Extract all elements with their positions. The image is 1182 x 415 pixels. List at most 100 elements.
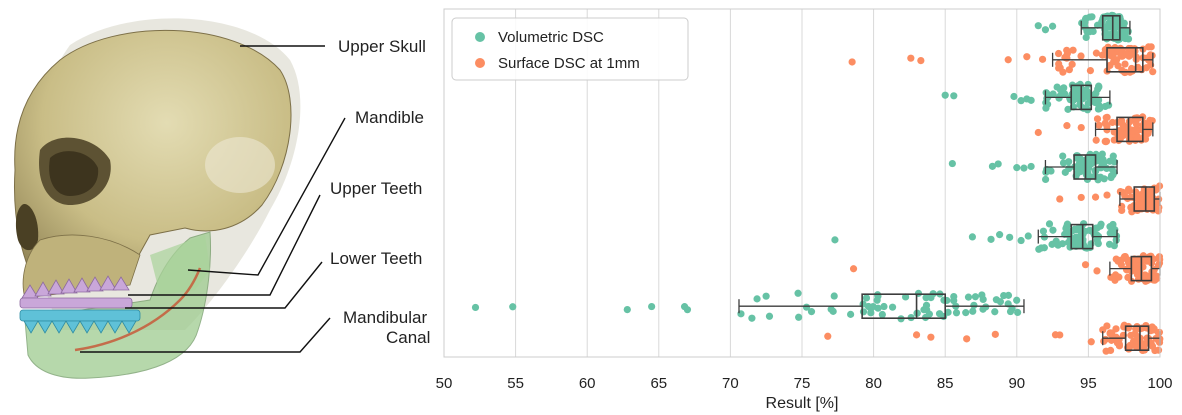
data-point bbox=[944, 308, 952, 316]
data-point bbox=[1110, 15, 1118, 24]
data-point bbox=[950, 292, 958, 301]
data-point bbox=[987, 235, 995, 243]
series-1-category-1 bbox=[1034, 113, 1156, 146]
data-point bbox=[1084, 160, 1092, 169]
data-point bbox=[1084, 99, 1092, 107]
data-point bbox=[1077, 52, 1085, 60]
data-point bbox=[1095, 82, 1103, 90]
data-point bbox=[1054, 49, 1063, 58]
data-point bbox=[1055, 94, 1063, 102]
x-tick-label: 70 bbox=[722, 375, 739, 392]
data-point bbox=[765, 312, 774, 320]
legend-label-volumetric: Volumetric DSC bbox=[498, 29, 604, 46]
label-lower-teeth: Lower Teeth bbox=[330, 249, 422, 268]
data-point bbox=[807, 308, 816, 316]
data-point bbox=[964, 293, 973, 301]
data-point bbox=[849, 265, 858, 273]
series-0-category-2 bbox=[948, 150, 1119, 184]
leader-upper-teeth bbox=[128, 194, 321, 296]
data-point bbox=[927, 333, 935, 341]
data-point bbox=[1077, 193, 1085, 202]
data-point bbox=[1093, 115, 1102, 123]
data-point bbox=[1049, 90, 1057, 98]
data-point bbox=[1070, 225, 1079, 233]
cranium bbox=[14, 29, 292, 296]
data-point bbox=[970, 301, 978, 309]
data-point bbox=[1072, 237, 1080, 245]
data-point bbox=[907, 54, 915, 62]
data-point bbox=[1095, 121, 1103, 129]
data-point bbox=[1145, 121, 1153, 129]
data-point bbox=[1076, 80, 1084, 89]
label-mandibular-canal: Mandibular Canal bbox=[343, 308, 432, 347]
data-point bbox=[1006, 307, 1015, 316]
data-point bbox=[1139, 263, 1147, 271]
data-point bbox=[1150, 326, 1158, 334]
data-point bbox=[1106, 229, 1114, 237]
data-point bbox=[1086, 66, 1095, 75]
data-point bbox=[1084, 171, 1093, 179]
data-point bbox=[1117, 52, 1125, 60]
data-point bbox=[1145, 43, 1153, 51]
data-point bbox=[1125, 185, 1133, 193]
data-point bbox=[753, 295, 761, 303]
data-point bbox=[1056, 64, 1064, 72]
leader-mandibular-canal bbox=[80, 317, 331, 353]
series-1-category-0 bbox=[848, 43, 1157, 77]
data-point bbox=[1080, 220, 1088, 228]
data-point bbox=[968, 233, 977, 241]
data-point bbox=[1084, 80, 1092, 89]
result-chart: 50 55 60 65 70 75 80 85 90 95 100 Result [%] Volum… bbox=[436, 8, 1173, 412]
data-point bbox=[1096, 222, 1105, 230]
data-point bbox=[920, 306, 928, 314]
data-point bbox=[901, 293, 910, 301]
data-point bbox=[859, 308, 868, 316]
data-point bbox=[509, 303, 517, 311]
data-point bbox=[1072, 91, 1080, 99]
data-point bbox=[1065, 158, 1073, 166]
legend-label-surface: Surface DSC at 1mm bbox=[498, 55, 640, 72]
data-point bbox=[1123, 256, 1132, 264]
data-point bbox=[1034, 128, 1042, 137]
x-tick-labels: 50 55 60 65 70 75 80 85 90 95 100 bbox=[436, 375, 1173, 392]
data-point bbox=[1049, 226, 1057, 234]
x-tick-label: 80 bbox=[865, 375, 882, 392]
data-point bbox=[471, 303, 480, 312]
data-point bbox=[1024, 232, 1032, 240]
data-point bbox=[848, 58, 856, 66]
data-point bbox=[1041, 26, 1050, 34]
data-point bbox=[1010, 92, 1018, 101]
label-mandibular-canal-line2: Canal bbox=[386, 328, 430, 347]
data-point bbox=[1069, 46, 1077, 54]
data-point bbox=[878, 310, 886, 319]
data-point bbox=[831, 236, 839, 244]
data-point bbox=[1065, 66, 1073, 74]
data-point bbox=[1034, 22, 1042, 30]
box bbox=[1133, 186, 1156, 212]
x-axis-label: Result [%] bbox=[766, 395, 839, 412]
data-point bbox=[996, 298, 1005, 306]
data-point bbox=[1081, 261, 1090, 269]
series-0-category-3 bbox=[831, 220, 1121, 253]
data-point bbox=[1115, 340, 1123, 348]
data-point bbox=[950, 92, 958, 100]
data-point bbox=[1056, 195, 1064, 203]
data-point bbox=[1145, 203, 1153, 211]
data-point bbox=[1017, 236, 1025, 245]
chart-marks bbox=[471, 11, 1164, 355]
data-point bbox=[1006, 233, 1014, 241]
data-point bbox=[1096, 104, 1104, 113]
data-point bbox=[1116, 187, 1124, 196]
box bbox=[1106, 46, 1144, 73]
data-point bbox=[1102, 347, 1110, 355]
data-point bbox=[1017, 97, 1025, 105]
data-point bbox=[888, 303, 897, 311]
label-mandible: Mandible bbox=[355, 108, 424, 127]
data-point bbox=[1091, 98, 1099, 107]
series-1-category-4 bbox=[824, 321, 1164, 355]
data-point bbox=[1104, 101, 1113, 109]
data-point bbox=[941, 91, 949, 99]
x-tick-label: 100 bbox=[1147, 375, 1172, 392]
data-point bbox=[1102, 138, 1110, 146]
data-point bbox=[880, 302, 888, 311]
